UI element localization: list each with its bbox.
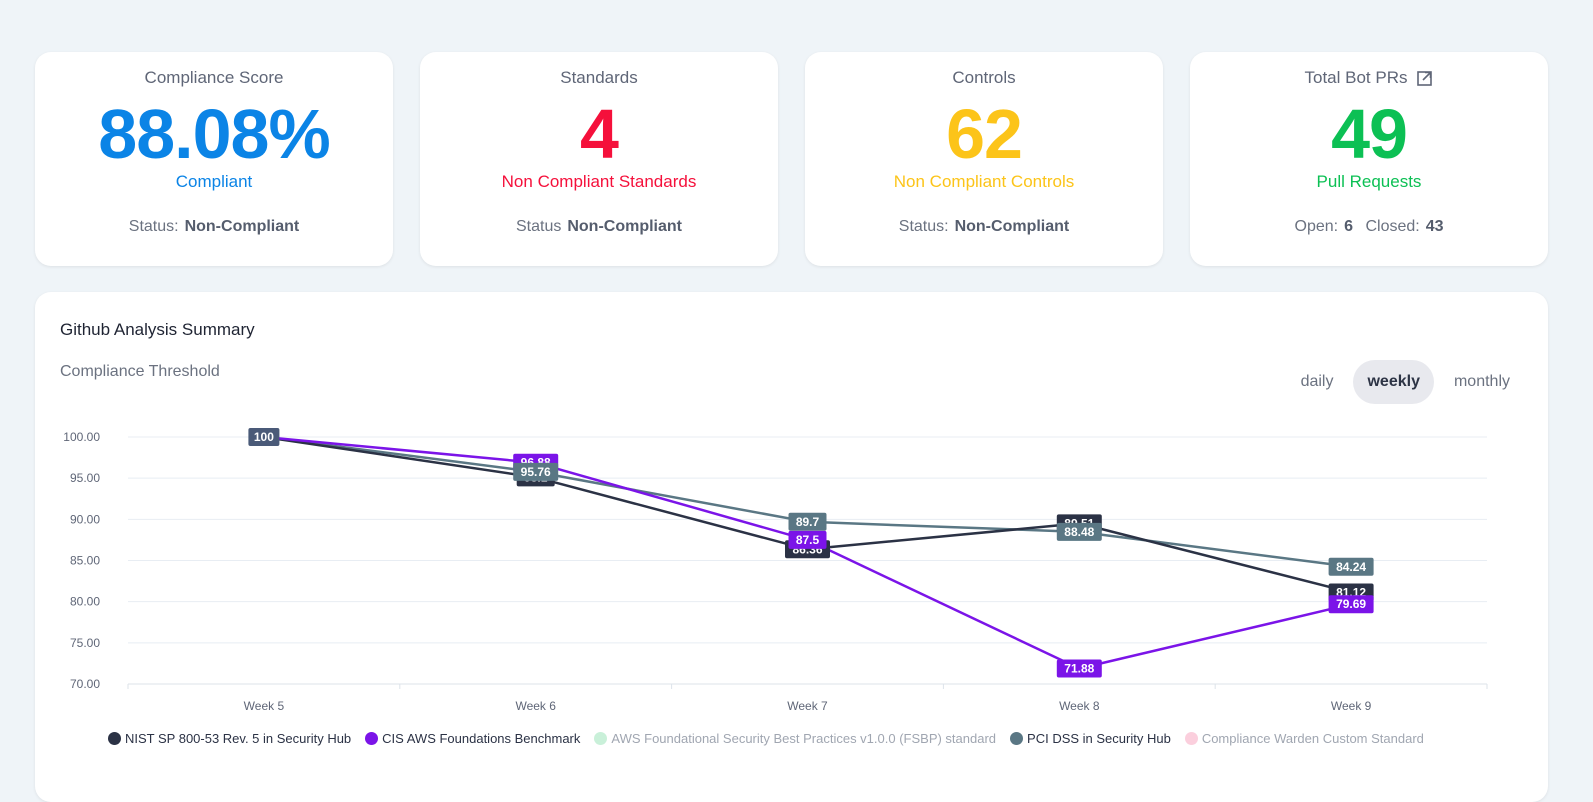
data-label: 87.5: [796, 533, 820, 547]
card-title: Total Bot PRs: [1304, 68, 1408, 87]
period-tabs: daily weekly monthly: [1287, 360, 1524, 404]
y-tick-label: 85.00: [70, 554, 100, 568]
status-row: Status Non-Compliant: [420, 218, 778, 236]
data-label-bg: [1328, 557, 1374, 576]
tab-monthly[interactable]: monthly: [1453, 373, 1510, 390]
card-title: Controls: [952, 68, 1016, 87]
legend-item[interactable]: CIS AWS Foundations Benchmark: [365, 731, 580, 746]
status-value: Non-Compliant: [567, 218, 682, 235]
compliance-score-value: 88.08%: [98, 95, 330, 173]
standards-value: 4: [580, 95, 619, 173]
y-tick-label: 80.00: [70, 595, 100, 609]
status-label: Status: [515, 218, 562, 235]
y-tick-label: 70.00: [70, 677, 100, 691]
card-subtitle: Compliant: [175, 172, 253, 191]
x-tick-label: Week 5: [244, 699, 285, 713]
data-label-bg: [1328, 595, 1374, 614]
data-label: 71.88: [1064, 662, 1094, 676]
bot-prs-card: Total Bot PRs 49 Pull Requests Open: 6 Cl…: [1190, 52, 1548, 266]
legend-item[interactable]: Compliance Warden Custom Standard: [1184, 731, 1424, 746]
legend-label: CIS AWS Foundations Benchmark: [382, 731, 581, 746]
legend-item[interactable]: NIST SP 800-53 Rev. 5 in Security Hub: [108, 731, 351, 746]
closed-value: 43: [1425, 218, 1444, 235]
controls-value: 62: [946, 95, 1023, 173]
y-tick-label: 75.00: [70, 636, 100, 650]
card-title: Standards: [560, 68, 638, 87]
card-title: Compliance Score: [144, 68, 284, 87]
x-tick-label: Week 9: [1331, 699, 1372, 713]
status-label: Status:: [898, 218, 949, 235]
y-tick-label: 100.00: [63, 430, 100, 444]
y-tick-label: 90.00: [70, 512, 100, 526]
status-label: Status:: [128, 218, 179, 235]
closed-label: Closed:: [1365, 218, 1420, 235]
legend-dot-icon: [594, 732, 608, 745]
data-label-bg: [513, 462, 559, 481]
y-tick-label: 95.00: [70, 471, 100, 485]
data-label: 100: [254, 430, 274, 444]
status-row: Status: Non-Compliant: [805, 218, 1163, 236]
legend-item[interactable]: PCI DSS in Security Hub: [1010, 731, 1171, 746]
status-value: Non-Compliant: [954, 218, 1070, 235]
data-label: 95.76: [521, 465, 551, 479]
data-label: 89.7: [796, 515, 820, 529]
external-link-icon[interactable]: [1416, 69, 1434, 87]
compliance-score-card: Compliance Score 88.08% Compliant Status…: [35, 52, 393, 266]
legend-item[interactable]: AWS Foundational Security Best Practices…: [594, 731, 996, 746]
tab-weekly[interactable]: weekly: [1353, 360, 1434, 404]
data-label-bg: [1056, 659, 1102, 678]
data-label: 79.69: [1336, 597, 1366, 611]
data-label-bg: [788, 530, 827, 549]
card-subtitle: Non Compliant Controls: [893, 172, 1075, 191]
legend-dot-icon: [1010, 732, 1024, 745]
standards-card: Standards 4 Non Compliant Standards Stat…: [420, 52, 778, 266]
tab-daily[interactable]: daily: [1300, 373, 1334, 390]
chart-title: Compliance Threshold: [60, 363, 220, 380]
panel-title: Github Analysis Summary: [60, 320, 255, 339]
legend-dot-icon: [108, 732, 121, 745]
card-title-row: Total Bot PRs: [1190, 68, 1548, 88]
open-value: 6: [1344, 218, 1353, 235]
legend-label: AWS Foundational Security Best Practices…: [611, 731, 997, 746]
legend-dot-icon: [365, 732, 379, 745]
legend-label: PCI DSS in Security Hub: [1027, 731, 1171, 746]
status-value: Non-Compliant: [184, 218, 300, 235]
bot-prs-value: 49: [1331, 95, 1408, 173]
controls-card: Controls 62 Non Compliant Controls Statu…: [805, 52, 1163, 266]
data-label: 84.24: [1336, 560, 1366, 574]
x-tick-label: Week 8: [1059, 699, 1100, 713]
x-tick-label: Week 7: [787, 699, 828, 713]
card-subtitle: Non Compliant Standards: [501, 172, 697, 191]
data-label-bg: [788, 512, 827, 531]
chart-legend: NIST SP 800-53 Rev. 5 in Security Hub CIS…: [108, 731, 1424, 746]
data-label-bg: [1056, 522, 1102, 541]
data-label: 88.48: [1064, 525, 1094, 539]
open-label: Open:: [1294, 218, 1339, 235]
status-row: Status: Non-Compliant: [35, 218, 393, 236]
x-tick-label: Week 6: [515, 699, 556, 713]
pr-counts-row: Open: 6 Closed: 43: [1190, 218, 1548, 236]
legend-dot-icon: [1184, 732, 1198, 745]
legend-label: Compliance Warden Custom Standard: [1201, 731, 1424, 746]
legend-label: NIST SP 800-53 Rev. 5 in Security Hub: [125, 731, 352, 746]
card-subtitle: Pull Requests: [1316, 172, 1422, 191]
data-label-bg: [248, 428, 280, 446]
